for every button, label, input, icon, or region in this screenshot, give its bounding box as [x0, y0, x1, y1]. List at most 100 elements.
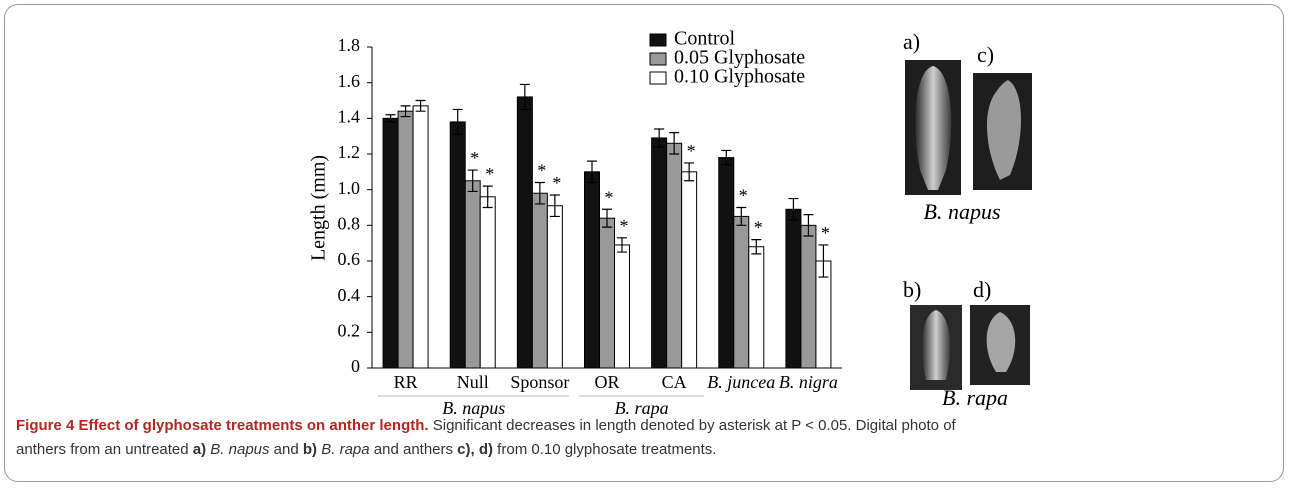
bar — [800, 224, 817, 369]
y-tick-label: 0.8 — [338, 213, 361, 233]
caption-line: anthers from an untreated a) B. napus an… — [16, 438, 1276, 462]
bar — [531, 192, 548, 369]
x-tick-label: RR — [394, 372, 418, 392]
significance-mark: * — [821, 223, 830, 243]
error-bar — [818, 244, 829, 278]
caption-text: and anthers — [369, 441, 458, 458]
legend-swatch — [649, 71, 667, 85]
error-bar — [721, 149, 732, 166]
x-tick-label: CA — [662, 372, 687, 392]
error-bar — [736, 206, 747, 226]
significance-mark: * — [739, 186, 748, 206]
bar — [449, 121, 466, 369]
y-tick-label: 1.2 — [338, 142, 361, 162]
y-tick-label: 0.4 — [338, 285, 361, 305]
caption-text: c), d) — [457, 441, 494, 458]
error-bar — [482, 185, 493, 209]
bar — [464, 180, 481, 369]
significance-mark: * — [687, 141, 696, 161]
y-tick-label: 0 — [351, 356, 360, 376]
error-bar — [803, 214, 814, 237]
y-tick-label: 1.0 — [338, 178, 361, 198]
error-bar — [519, 83, 530, 111]
bar — [599, 217, 615, 369]
y-tick-label: 0.2 — [338, 320, 361, 340]
significance-mark: * — [620, 216, 629, 236]
figure-frame — [4, 4, 1284, 482]
x-tick-label: B. juncea — [707, 372, 775, 392]
significance-mark: * — [552, 173, 561, 193]
bar — [382, 117, 399, 369]
bar — [666, 142, 683, 369]
species-label: B. rapa — [942, 385, 1008, 410]
caption-text: and — [269, 441, 303, 458]
error-bar — [400, 105, 411, 118]
bar — [681, 171, 698, 369]
bar — [614, 244, 630, 369]
x-tick-label: B. nigra — [779, 372, 838, 392]
error-bar — [684, 162, 695, 182]
y-axis-label: Length (mm) — [308, 155, 330, 261]
y-tick-label: 1.8 — [338, 35, 361, 55]
caption-text: B. napus — [210, 441, 270, 458]
caption-text: from 0.10 glyphosate treatments. — [493, 441, 717, 458]
x-tick-label: OR — [594, 372, 619, 392]
error-bar — [534, 181, 545, 205]
group-label: B. napus — [442, 398, 505, 418]
anther-a — [915, 66, 952, 190]
bar — [748, 246, 765, 369]
y-tick-label: 1.4 — [338, 106, 361, 126]
error-bar — [452, 108, 463, 135]
legend-swatch — [649, 52, 667, 66]
bar — [785, 208, 802, 369]
error-bar — [385, 114, 396, 123]
anther-d — [986, 312, 1016, 372]
x-tick-label: Null — [457, 372, 489, 392]
significance-mark: * — [470, 148, 479, 168]
error-bar — [415, 99, 426, 112]
group-label: B. rapa — [615, 398, 669, 418]
bar — [546, 205, 563, 369]
panel-label: c) — [977, 42, 994, 67]
panel-label: d) — [973, 277, 991, 302]
y-tick-label: 0.6 — [338, 249, 361, 269]
anther-c — [986, 80, 1022, 180]
caption-text: anthers from an untreated — [16, 441, 193, 458]
error-bar — [654, 128, 665, 148]
caption-text: a) — [192, 441, 207, 458]
significance-mark: * — [754, 218, 763, 238]
error-bar — [549, 194, 560, 218]
caption-text: b) — [302, 441, 318, 458]
panel-label: b) — [903, 277, 921, 302]
error-bar — [669, 132, 680, 155]
caption: Figure 4 Effect of glyphosate treatments… — [16, 414, 1276, 462]
panel-label: a) — [903, 29, 920, 54]
caption-line: Figure 4 Effect of glyphosate treatments… — [16, 414, 1276, 438]
legend-swatch — [649, 33, 667, 47]
species-label: B. napus — [924, 199, 1001, 224]
significance-mark: * — [537, 161, 546, 181]
bar — [733, 215, 750, 369]
bar — [651, 137, 668, 369]
bar — [397, 110, 414, 369]
caption-text: Significant decreases in length denoted … — [428, 417, 956, 434]
legend-label: 0.05 Glyphosate — [674, 47, 805, 69]
legend-label: 0.10 Glyphosate — [674, 66, 805, 88]
anther-b — [921, 310, 951, 380]
significance-mark: * — [605, 187, 614, 207]
significance-mark: * — [485, 164, 494, 184]
caption-text: B. rapa — [321, 441, 370, 458]
error-bar — [788, 197, 799, 221]
error-bar — [602, 208, 612, 228]
bar — [516, 96, 533, 369]
bar — [479, 196, 496, 369]
error-bar — [467, 169, 478, 193]
caption-text: Figure 4 Effect of glyphosate treatments… — [16, 417, 429, 434]
legend-label: Control — [674, 28, 736, 50]
error-bar — [587, 160, 597, 184]
x-tick-label: Sponsor — [510, 372, 569, 392]
y-tick-label: 1.6 — [338, 71, 361, 91]
bar — [718, 157, 735, 369]
bar — [412, 105, 429, 369]
